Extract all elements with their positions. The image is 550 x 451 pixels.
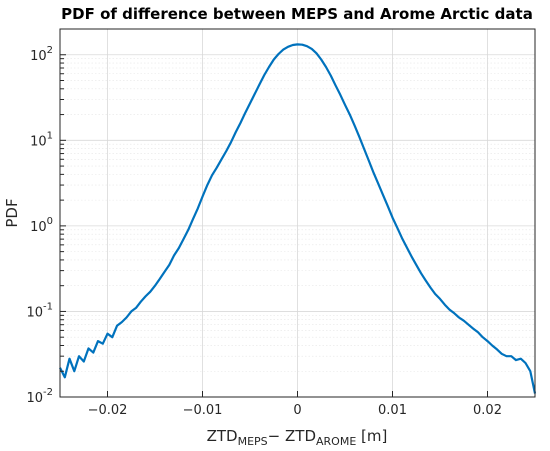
series-layer	[59, 43, 537, 394]
x-tick-labels: −0.02 −0.01 0 0.01 0.02	[88, 403, 502, 418]
tick-marks	[60, 54, 488, 398]
x-axis-label-minus: − ZTD	[268, 427, 316, 445]
x-tick-label: −0.02	[88, 403, 128, 418]
y-tick-label: 100	[30, 216, 53, 235]
y-tick-label: 102	[30, 45, 53, 64]
x-tick-label: 0.02	[473, 403, 502, 418]
y-tick-label: 101	[30, 130, 53, 149]
grid	[60, 29, 535, 398]
y-tick-labels: 10-2 10-1 100 101 102	[26, 45, 53, 406]
x-tick-label: 0.01	[378, 403, 407, 418]
x-tick-label: −0.01	[183, 403, 223, 418]
y-tick-label: 10-2	[26, 387, 53, 406]
x-tick-label: 0	[293, 403, 301, 418]
x-axis-label-prefix: ZTD	[207, 427, 238, 445]
y-axis-label: PDF	[3, 198, 21, 227]
pdf-series-line	[59, 43, 537, 394]
x-axis-label-sub2: AROME	[316, 435, 356, 448]
x-axis-label-unit: [m]	[356, 427, 387, 445]
x-axis-label: ZTDMEPS− ZTDAROME [m]	[207, 427, 388, 448]
x-axis-label-sub1: MEPS	[238, 435, 268, 448]
chart-title: PDF of difference between MEPS and Arome…	[61, 5, 533, 23]
y-tick-label: 10-1	[26, 301, 53, 320]
